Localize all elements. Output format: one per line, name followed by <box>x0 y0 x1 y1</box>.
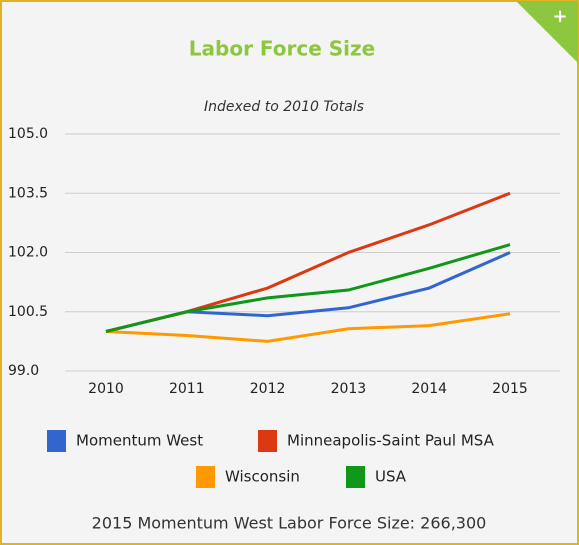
chart-subtitle: Indexed to 2010 Totals <box>204 99 364 115</box>
y-tick-label: 103.5 <box>8 185 48 201</box>
series-line <box>105 243 511 333</box>
legend-label: USA <box>375 468 407 486</box>
legend-label: Minneapolis-Saint Paul MSA <box>287 432 495 450</box>
legend-label: Wisconsin <box>225 468 300 486</box>
footer: 2015 Momentum West Labor Force Size: 266… <box>92 514 487 533</box>
legend-swatch <box>346 466 365 488</box>
legend-swatch <box>258 430 277 452</box>
legend-label: Momentum West <box>76 432 203 450</box>
legend-swatch <box>47 430 66 452</box>
x-tick-label: 2014 <box>411 381 447 397</box>
y-tick-label: 100.5 <box>8 304 48 320</box>
y-tick-label: 99.0 <box>8 363 39 379</box>
chart-title: Labor Force Size <box>189 37 375 61</box>
series-line <box>105 312 511 343</box>
expand-button[interactable]: + <box>516 1 578 63</box>
x-tick-label: 2012 <box>250 381 286 397</box>
x-tick-label: 2015 <box>492 381 528 397</box>
legend-swatch <box>196 466 215 488</box>
x-tick-label: 2011 <box>169 381 205 397</box>
x-tick-label: 2010 <box>88 381 124 397</box>
expand-corner[interactable] <box>516 1 578 63</box>
y-tick-label: 102.0 <box>8 245 48 261</box>
expand-icon[interactable]: + <box>552 6 567 27</box>
y-tick-label: 105.0 <box>8 126 48 142</box>
x-tick-label: 2013 <box>331 381 367 397</box>
